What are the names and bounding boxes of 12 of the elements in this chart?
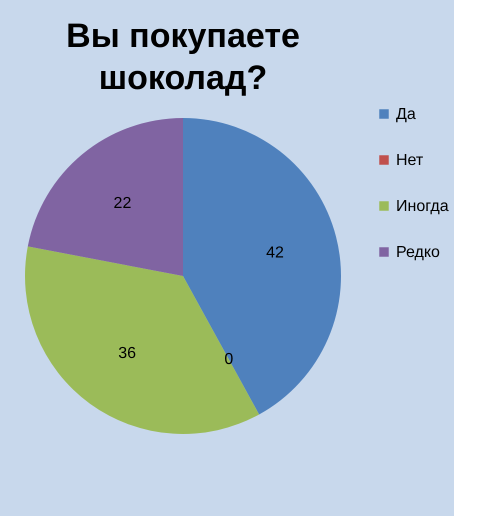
legend-label: Нет <box>396 152 424 169</box>
chart-title: Вы покупаете шоколад? <box>66 17 300 97</box>
data-label: 36 <box>118 344 136 362</box>
legend-label: Иногда <box>396 198 449 215</box>
pie-slice <box>28 118 183 276</box>
data-label: 42 <box>266 244 284 262</box>
pie-slice <box>183 118 341 414</box>
pie-slice <box>25 246 260 434</box>
text: 0 <box>224 351 234 368</box>
legend-label: Редко <box>396 244 440 261</box>
data-label: 22 <box>114 194 132 212</box>
legend-label: Да <box>396 106 416 123</box>
